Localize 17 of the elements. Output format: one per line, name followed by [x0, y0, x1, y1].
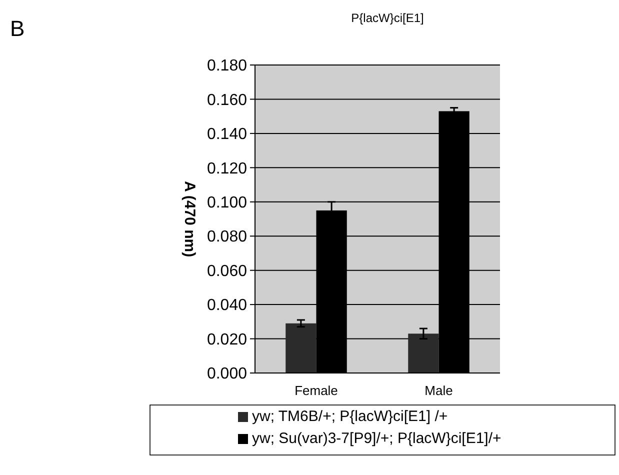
- y-tick-label: 0.100: [206, 194, 248, 212]
- chart-title: P{lacW}ci[E1]: [351, 11, 424, 25]
- x-tick-label: Male: [424, 383, 453, 398]
- y-tick-label: 0.120: [206, 160, 248, 178]
- y-tick-label: 0.160: [206, 92, 248, 109]
- legend-label: yw; TM6B/+; P{lacW}ci[E1] /+: [252, 408, 448, 425]
- y-tick-label: 0.000: [206, 366, 248, 383]
- y-axis-title: A (470 nm): [181, 180, 198, 258]
- y-tick-label: 0.180: [206, 58, 248, 75]
- y-tick-label: 0.080: [206, 228, 248, 246]
- y-tick-label: 0.020: [206, 331, 248, 348]
- y-tick-label: 0.060: [206, 262, 248, 280]
- y-tick-label: 0.040: [206, 297, 248, 314]
- x-tick-label: Female: [294, 383, 338, 398]
- text: B: [10, 16, 25, 41]
- y-tick-label: 0.140: [206, 126, 248, 144]
- legend-label: yw; Su(var)3-7[P9]/+; P{lacW}ci[E1]/+: [252, 430, 502, 447]
